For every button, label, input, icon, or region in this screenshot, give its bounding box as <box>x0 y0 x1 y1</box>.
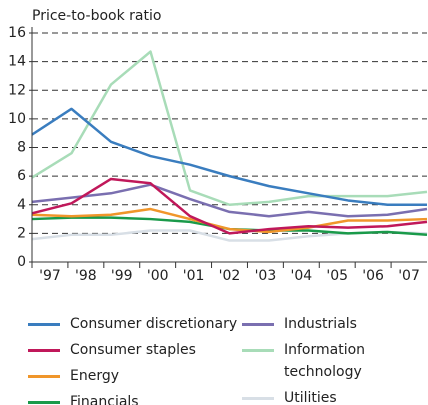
x-tick-label: '07 <box>398 268 420 284</box>
legend-label: Information technology <box>284 342 366 380</box>
y-tick-label: 10 <box>8 111 26 127</box>
x-tick-label: '98 <box>75 268 97 284</box>
y-axis-label: Price-to-book ratio <box>32 8 161 24</box>
legend-label: Utilities <box>284 390 337 405</box>
series-line <box>31 107 427 206</box>
x-tick-label: '97 <box>39 268 61 284</box>
legend-item: Consumer staples <box>28 339 238 361</box>
y-tick-label: 2 <box>17 225 26 241</box>
legend-item: Financials <box>28 391 238 405</box>
legend-label: Energy <box>70 368 120 384</box>
y-tick-label: 12 <box>8 82 26 98</box>
series-line <box>31 207 428 234</box>
legend-item: Consumer discretionary <box>28 313 238 335</box>
x-tick-label: '06 <box>362 268 384 284</box>
legend-swatch <box>28 349 60 352</box>
legend-swatch <box>242 323 274 326</box>
chart: Price-to-book ratio 0 2 4 6 8 10 12 14 16 '97 '98 '… <box>8 8 428 284</box>
y-tick-label: 6 <box>17 168 26 184</box>
legend-label: Consumer staples <box>70 342 196 358</box>
legend-label: Industrials <box>284 316 357 332</box>
y-tick-label: 4 <box>17 197 26 213</box>
x-tick-label: '99 <box>111 268 133 284</box>
y-tick-label: 8 <box>17 140 26 156</box>
x-tick-label: '00 <box>147 268 169 284</box>
legend-swatch <box>242 397 274 400</box>
y-tick-label: 14 <box>8 54 26 70</box>
x-tick-label: '05 <box>326 268 348 284</box>
legend-swatch <box>242 349 274 352</box>
legend-swatch <box>28 323 60 326</box>
y-tick-label: 16 <box>8 25 26 41</box>
legend-item: Utilities <box>242 387 392 405</box>
legend-item: Industrials <box>242 313 392 335</box>
x-tick-label: '03 <box>255 268 277 284</box>
legend-swatch <box>28 401 60 404</box>
series-line <box>31 177 428 235</box>
x-tick-label: '04 <box>290 268 312 284</box>
legend-label: Consumer discretionary <box>70 316 238 332</box>
legend-label: Financials <box>70 394 139 405</box>
x-tick-label: '01 <box>183 268 205 284</box>
legend-item: Information technology <box>242 339 392 383</box>
x-tick-label: '02 <box>219 268 241 284</box>
series-line <box>31 50 428 206</box>
y-tick-label: 0 <box>17 254 26 270</box>
legend-item: Energy <box>28 365 238 387</box>
legend-swatch <box>28 375 60 378</box>
series-line <box>31 183 428 218</box>
